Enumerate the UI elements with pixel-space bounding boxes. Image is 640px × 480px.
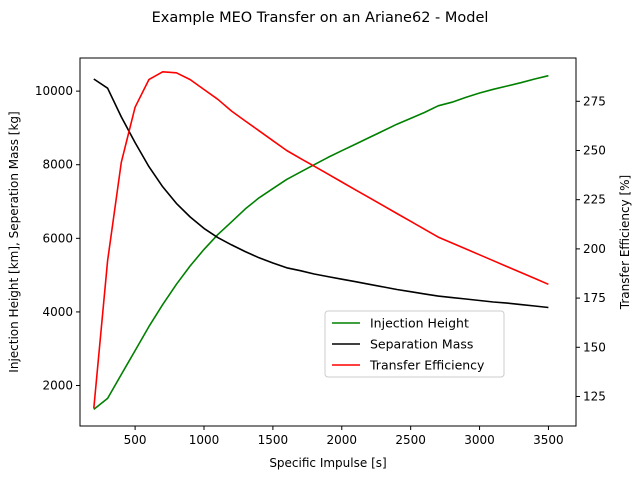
y-left-tick-label: 2000 <box>42 379 73 393</box>
plot-frame <box>79 57 577 427</box>
y-left-tick-label: 8000 <box>42 158 73 172</box>
y-left-tick-label: 4000 <box>42 305 73 319</box>
x-tick-label: 3000 <box>464 433 495 447</box>
y-right-tick-label: 250 <box>583 143 606 157</box>
series-line-separation-mass <box>93 78 549 309</box>
legend-label: Separation Mass <box>370 337 473 352</box>
y-right-tick-label: 125 <box>583 389 606 403</box>
chart-title: Example MEO Transfer on an Ariane62 - Mo… <box>152 10 489 26</box>
y-right-tick-label: 275 <box>583 94 606 108</box>
y-axis-right-label: Transfer Efficiency [%] <box>618 175 632 310</box>
y-axis-left: 2000 4000 6000 8000 10000 <box>35 84 80 393</box>
x-tick-label: 1500 <box>258 433 289 447</box>
y-right-tick-label: 225 <box>583 193 606 207</box>
legend-label: Injection Height <box>370 316 469 331</box>
x-tick-label: 1000 <box>189 433 220 447</box>
x-axis-label: Specific Impulse [s] <box>269 456 386 470</box>
y-right-tick-label: 175 <box>583 291 606 305</box>
series-line-injection-height <box>93 74 549 411</box>
x-tick-label: 2500 <box>395 433 426 447</box>
x-tick-label: 500 <box>124 433 147 447</box>
x-tick-label: 2000 <box>327 433 358 447</box>
x-tick-label: 3500 <box>533 433 564 447</box>
y-left-tick-label: 10000 <box>35 84 73 98</box>
y-axis-left-label: Injection Height [km], Seperation Mass [… <box>7 111 21 372</box>
y-right-tick-label: 200 <box>583 242 606 256</box>
legend: Injection Height Separation Mass Transfer … <box>324 310 505 378</box>
y-axis-right: 125 150 175 200 225 250 275 <box>576 94 606 403</box>
legend-label: Transfer Efficiency <box>369 358 485 373</box>
y-left-tick-label: 6000 <box>42 231 73 245</box>
plot-area <box>93 71 549 411</box>
series-line-transfer-efficiency <box>93 71 549 409</box>
legend-box <box>324 310 505 378</box>
x-axis: 500 1000 1500 2000 2500 3000 3500 <box>124 426 564 447</box>
y-right-tick-label: 150 <box>583 340 606 354</box>
